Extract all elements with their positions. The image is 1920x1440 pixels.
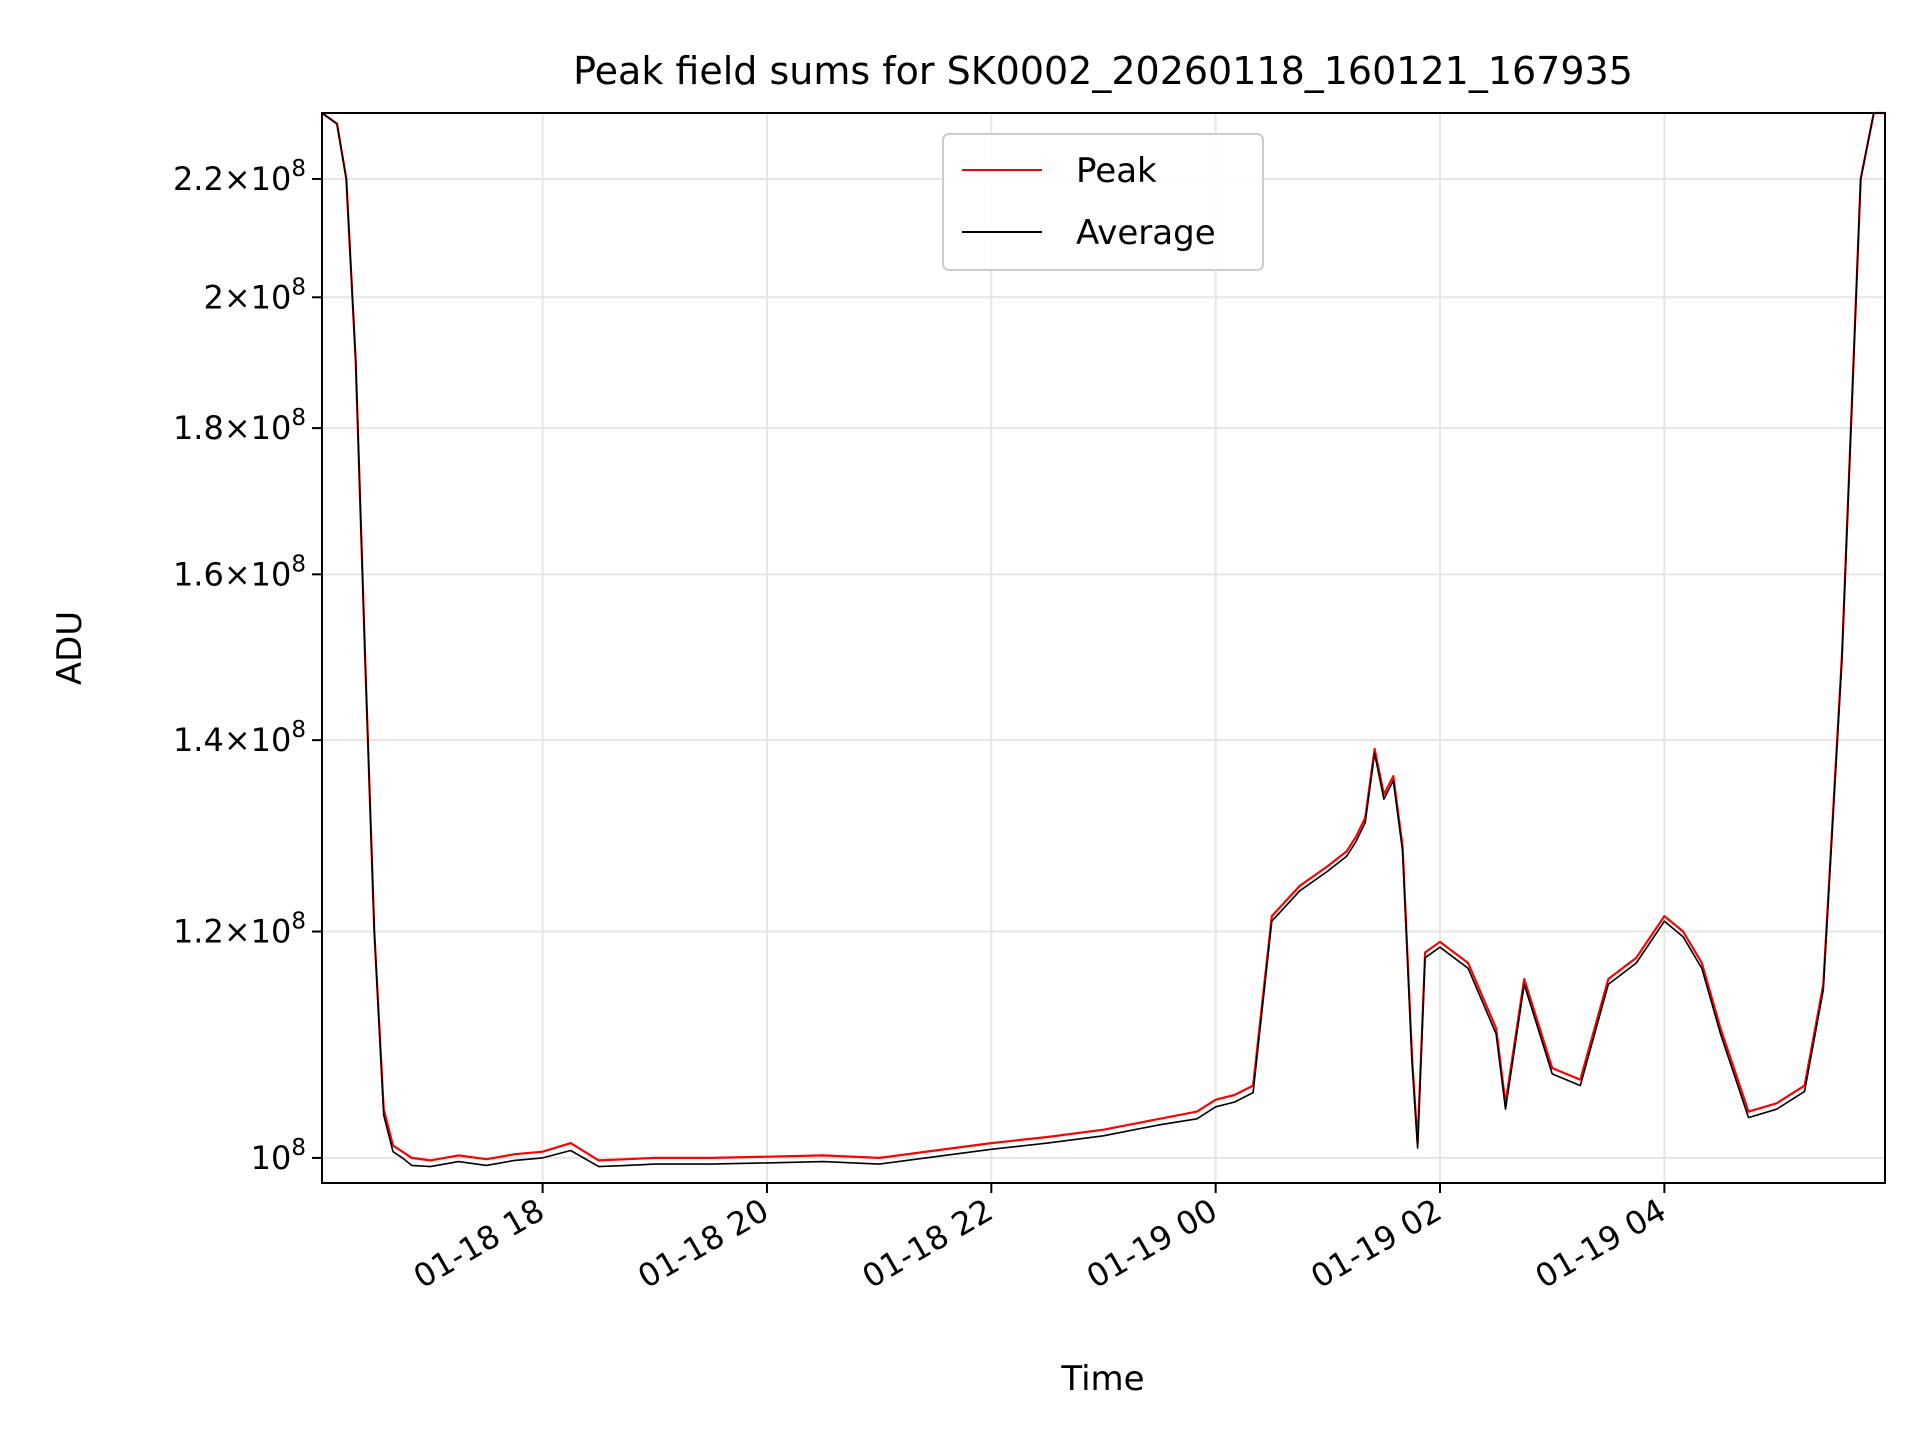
- x-axis-label: Time: [1060, 1359, 1144, 1399]
- legend-items: Peak Average: [962, 151, 1216, 253]
- series-line-peak: [321, 111, 1885, 1162]
- series-line-average: [321, 112, 1885, 1168]
- y-tick-label: 108: [251, 1135, 306, 1177]
- series-layer: [321, 111, 1885, 1168]
- y-axis-label: ADU: [50, 611, 90, 685]
- y-tick-label: 1.6×108: [173, 551, 306, 593]
- y-tick-label: 1.2×108: [173, 909, 306, 951]
- grid-lines: [322, 113, 1885, 1183]
- legend: Peak Average: [942, 133, 1264, 271]
- legend-label-peak: Peak: [1076, 151, 1157, 191]
- chart-title: Peak field sums for SK0002_20260118_1601…: [573, 49, 1633, 93]
- y-tick-label: 2.2×108: [173, 156, 306, 198]
- y-tick-label: 2×108: [203, 274, 306, 316]
- legend-label-average: Average: [1076, 213, 1216, 253]
- y-tick-label: 1.4×108: [173, 717, 306, 759]
- legend-box: [942, 133, 1264, 271]
- plot-area-frame: [321, 112, 1886, 1184]
- y-axis: 108 1.2×108 1.4×108 1.6×108 1.8×108 2×108 2.2×…: [173, 156, 322, 1177]
- y-tick-label: 1.8×108: [173, 405, 306, 447]
